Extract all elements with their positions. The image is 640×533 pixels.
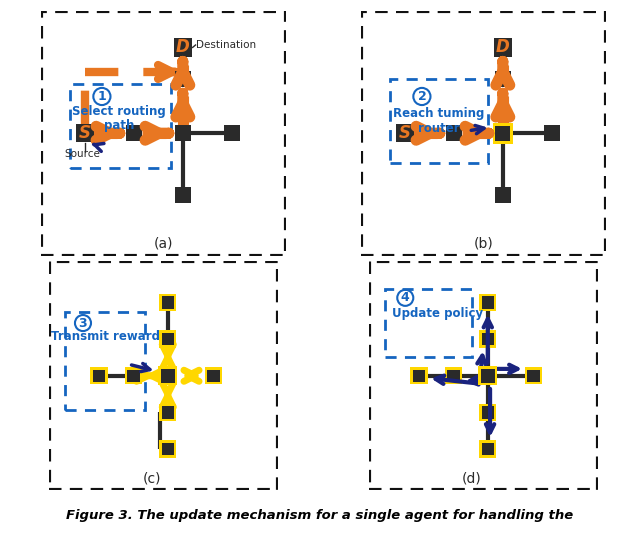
Bar: [158, 366, 177, 385]
Bar: [175, 187, 191, 203]
Bar: [175, 125, 191, 141]
Bar: [525, 367, 542, 384]
Bar: [173, 38, 192, 56]
Bar: [447, 369, 460, 382]
Bar: [479, 403, 497, 421]
Bar: [390, 79, 488, 163]
Text: path: path: [104, 119, 134, 132]
Bar: [478, 366, 497, 385]
Text: S: S: [399, 124, 411, 142]
Bar: [159, 294, 177, 311]
Text: 3: 3: [79, 317, 87, 329]
Bar: [125, 367, 142, 384]
Bar: [479, 440, 497, 458]
Bar: [396, 124, 414, 142]
Bar: [481, 406, 494, 418]
Bar: [385, 289, 472, 358]
Bar: [161, 406, 174, 418]
Bar: [161, 443, 174, 455]
Bar: [76, 124, 94, 142]
Bar: [544, 125, 560, 141]
Bar: [495, 71, 511, 87]
Bar: [481, 333, 494, 345]
Text: Transmit reward: Transmit reward: [51, 330, 161, 343]
Bar: [161, 296, 174, 309]
Bar: [410, 367, 428, 384]
Bar: [481, 296, 494, 309]
Text: Destination: Destination: [196, 40, 257, 50]
Bar: [161, 369, 175, 383]
Text: 2: 2: [417, 90, 426, 103]
Text: Update policy: Update policy: [392, 308, 483, 320]
Bar: [495, 126, 510, 141]
Bar: [224, 125, 240, 141]
Bar: [70, 84, 170, 167]
Bar: [446, 125, 461, 141]
Text: Select routing: Select routing: [72, 104, 166, 118]
Text: 1: 1: [97, 90, 106, 103]
Text: Reach tuming: Reach tuming: [394, 107, 484, 120]
Bar: [159, 440, 177, 458]
Bar: [205, 367, 222, 384]
Bar: [161, 333, 174, 345]
Bar: [493, 123, 513, 143]
Bar: [126, 125, 141, 141]
Bar: [481, 443, 494, 455]
Text: (b): (b): [474, 237, 493, 251]
Text: 4: 4: [401, 292, 410, 304]
Bar: [159, 330, 177, 348]
Text: Figure 3. The update mechanism for a single agent for handling the: Figure 3. The update mechanism for a sin…: [67, 510, 573, 522]
Bar: [495, 187, 511, 203]
Bar: [159, 403, 177, 421]
Text: (d): (d): [462, 472, 482, 486]
Bar: [65, 312, 145, 410]
Bar: [207, 369, 220, 382]
Text: D: D: [176, 38, 189, 56]
Bar: [445, 367, 462, 384]
Bar: [481, 369, 495, 383]
Bar: [479, 294, 497, 311]
Bar: [413, 369, 425, 382]
Text: S: S: [79, 124, 91, 142]
Bar: [93, 369, 105, 382]
Text: router: router: [419, 122, 460, 135]
Bar: [127, 369, 140, 382]
Text: (c): (c): [143, 472, 161, 486]
Text: (a): (a): [154, 237, 173, 251]
Text: D: D: [496, 38, 509, 56]
Bar: [479, 330, 497, 348]
Bar: [493, 38, 512, 56]
Bar: [90, 367, 108, 384]
Bar: [175, 71, 191, 87]
Bar: [527, 369, 540, 382]
Text: Source: Source: [65, 149, 100, 159]
